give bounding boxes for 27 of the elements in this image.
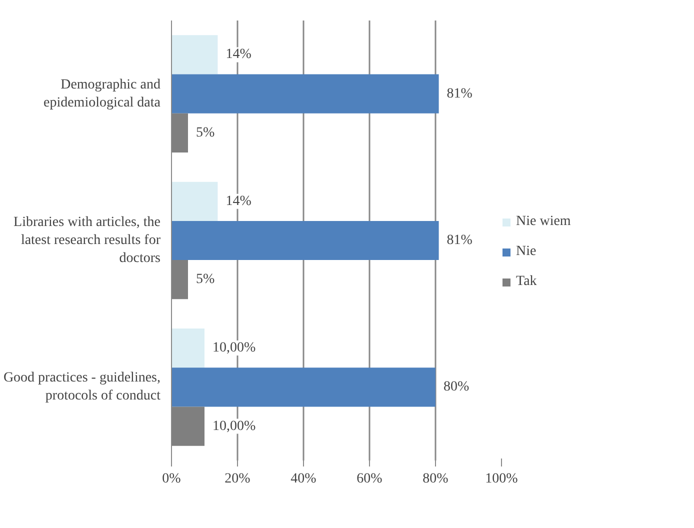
x-tick-label: 40% <box>290 472 317 486</box>
legend-label: Nie <box>516 244 536 260</box>
x-tick-label: 0% <box>162 472 182 486</box>
bar <box>172 368 436 407</box>
data-label: 5% <box>196 272 215 288</box>
data-label: 14% <box>226 194 252 209</box>
bar <box>172 35 218 74</box>
bar <box>172 74 439 114</box>
data-label: 14% <box>226 47 252 62</box>
x-tick-label: 80% <box>422 472 449 486</box>
data-label: 81% <box>446 86 473 102</box>
y-tick-label: Good practices - guidelines, protocols of conduct <box>3 370 161 404</box>
x-tick-label: 20% <box>224 472 251 486</box>
data-label: 10,00% <box>212 418 256 434</box>
y-tick-label: Demographic and epidemiological data <box>43 77 162 110</box>
data-label: 80% <box>444 380 470 395</box>
data-label: 5% <box>196 125 215 140</box>
bar <box>172 182 218 221</box>
x-tick-label: 100% <box>485 472 518 486</box>
bar <box>172 328 204 368</box>
y-tick-label: Libraries with articles, the latest research results for doctors <box>14 215 161 266</box>
x-tick-label: 60% <box>356 472 383 486</box>
legend-label: Tak <box>516 274 537 290</box>
data-label: 10,00% <box>212 340 256 356</box>
data-label: 81% <box>446 233 473 248</box>
legend-label: Nie wiem <box>516 214 571 230</box>
bar <box>172 220 439 260</box>
